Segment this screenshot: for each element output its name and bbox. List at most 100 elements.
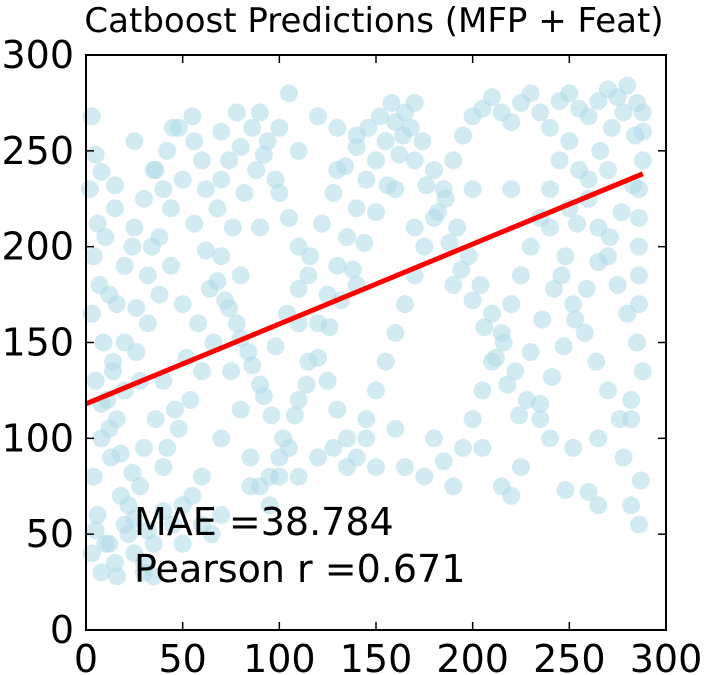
- scatter-point: [367, 381, 385, 400]
- scatter-point: [212, 429, 231, 448]
- scatter-point: [222, 362, 240, 381]
- scatter-point: [241, 448, 260, 467]
- scatter-point: [633, 122, 652, 141]
- scatter-point: [531, 103, 550, 122]
- scatter-point: [212, 122, 231, 141]
- x-tick-label: 300: [630, 637, 703, 675]
- scatter-point: [150, 285, 169, 304]
- scatter-point: [260, 467, 279, 486]
- scatter-point: [154, 502, 173, 521]
- scatter-point: [483, 304, 501, 323]
- scatter-point: [309, 448, 327, 467]
- scatter-points: [80, 76, 652, 586]
- scatter-point: [415, 237, 434, 256]
- scatter-point: [231, 266, 250, 285]
- scatter-point: [587, 352, 606, 371]
- scatter-point: [185, 214, 204, 233]
- scatter-point: [631, 471, 650, 490]
- chart-title: Catboost Predictions (MFP + Feat): [84, 1, 663, 41]
- scatter-point: [367, 151, 385, 170]
- scatter-point: [88, 214, 107, 233]
- scatter-point: [531, 394, 550, 413]
- scatter-point: [254, 145, 273, 164]
- scatter-point: [123, 237, 142, 256]
- scatter-point: [428, 203, 447, 222]
- scatter-point: [396, 458, 414, 477]
- scatter-point: [80, 180, 99, 199]
- scatter-point: [107, 295, 126, 314]
- scatter-point: [96, 228, 115, 247]
- scatter-point: [566, 310, 585, 329]
- scatter-point: [386, 323, 405, 342]
- scatter-point: [162, 199, 181, 218]
- scatter-point: [301, 247, 320, 266]
- scatter-point: [266, 337, 285, 356]
- scatter-point: [196, 241, 215, 260]
- scatter-point: [473, 381, 492, 400]
- scatter-point: [390, 145, 409, 164]
- scatter-point: [138, 314, 157, 333]
- mae-annotation: MAE =38.784: [134, 500, 394, 544]
- x-tick-label: 100: [243, 637, 316, 675]
- scatter-point: [243, 118, 262, 137]
- regression-line: [85, 171, 644, 407]
- scatter-point: [189, 314, 208, 333]
- scatter-point: [552, 266, 571, 285]
- scatter-point: [498, 375, 517, 394]
- scatter-point: [119, 525, 138, 544]
- scatter-point: [92, 563, 111, 582]
- scatter-point: [106, 553, 124, 572]
- scatter-point: [444, 477, 463, 496]
- scatter-point: [241, 477, 260, 496]
- scatter-point: [396, 295, 414, 314]
- scatter-point: [541, 429, 559, 448]
- scatter-point: [328, 256, 347, 275]
- scatter-point: [173, 496, 192, 515]
- y-tick-label: 300: [1, 33, 74, 77]
- scatter-point: [502, 180, 521, 199]
- scatter-point: [82, 304, 101, 323]
- scatter-point: [169, 419, 188, 438]
- scatter-point: [556, 481, 575, 500]
- scatter-point: [318, 371, 337, 390]
- y-tick-label: 150: [1, 321, 74, 365]
- scatter-point: [154, 458, 173, 477]
- scatter-point: [193, 515, 211, 534]
- scatter-point: [444, 151, 463, 170]
- scatter-point: [338, 458, 356, 477]
- pearson-annotation: Pearson r =0.671: [134, 547, 465, 591]
- scatter-point: [612, 203, 631, 222]
- scatter-point: [92, 162, 111, 181]
- scatter-point: [405, 151, 424, 170]
- scatter-point: [338, 429, 356, 448]
- scatter-point: [629, 266, 648, 285]
- scatter-point: [633, 151, 652, 170]
- scatter-point: [367, 458, 385, 477]
- scatter-point: [355, 233, 374, 252]
- scatter-point: [251, 103, 269, 122]
- scatter-point: [357, 410, 376, 429]
- scatter-point: [208, 199, 227, 218]
- scatter-point: [425, 429, 443, 448]
- scatter-point: [144, 567, 163, 586]
- scatter-point: [357, 429, 376, 448]
- scatter-point: [405, 93, 424, 112]
- scatter-point: [568, 214, 587, 233]
- scatter-point: [376, 352, 395, 371]
- scatter-point: [162, 256, 181, 275]
- scatter-point: [463, 410, 482, 429]
- y-tick-label: 0: [50, 608, 74, 652]
- scatter-point: [618, 76, 637, 95]
- scatter-point: [633, 362, 652, 381]
- y-tick-label: 100: [1, 416, 74, 460]
- scatter-point: [628, 333, 646, 352]
- scatter-point: [220, 151, 239, 170]
- scatter-point: [359, 118, 378, 137]
- scatter-point: [173, 170, 192, 189]
- scatter-point: [106, 199, 124, 218]
- scatter-point: [309, 348, 327, 367]
- scatter-point: [324, 184, 343, 202]
- scatter-point: [531, 410, 550, 429]
- scatter-point: [94, 333, 113, 352]
- scatter-point: [463, 180, 482, 199]
